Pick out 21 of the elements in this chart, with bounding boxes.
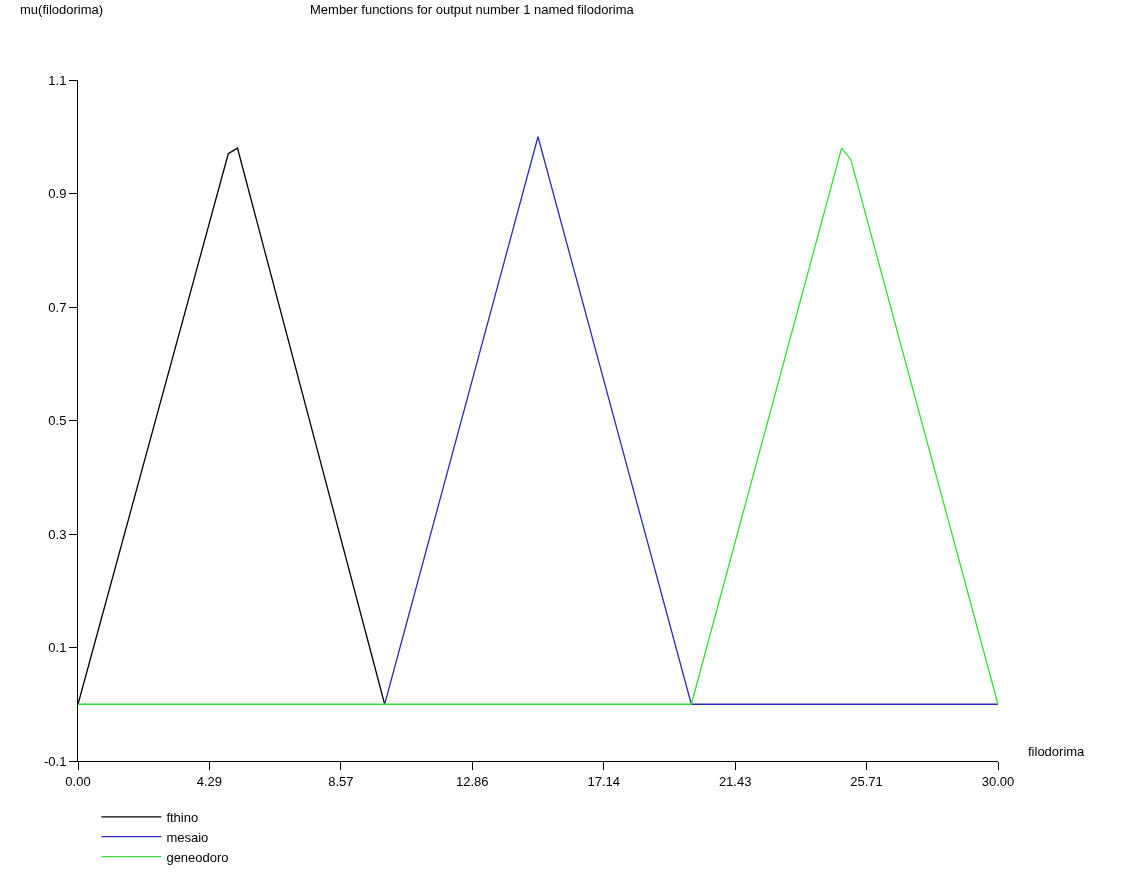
x-tick-label: 8.57 (328, 773, 354, 789)
x-tick-label: 21.43 (718, 773, 752, 789)
y-tick-label: -0.1 (43, 753, 67, 769)
y-axis-title: mu(filodorima) (20, 2, 104, 17)
x-tick-label: 30.00 (981, 773, 1015, 789)
x-tick-label: 25.71 (850, 773, 883, 789)
y-tick-label: 0.3 (48, 526, 67, 542)
chart-title: Member functions for output number 1 named filodorima (310, 2, 635, 17)
y-tick-label: 0.5 (48, 413, 67, 429)
x-tick-label: 17.14 (587, 773, 620, 789)
legend-label: fthino (166, 809, 199, 825)
y-tick-label: 1.1 (48, 72, 67, 88)
y-tick-label: 0.7 (48, 299, 67, 315)
x-tick-label: 4.29 (196, 773, 223, 789)
legend-label: mesaio (166, 829, 209, 845)
legend-label: geneodoro (166, 849, 229, 865)
x-axis-title: filodorima (1028, 744, 1086, 759)
x-tick-label: 0.00 (65, 773, 91, 789)
x-tick-label: 12.86 (456, 773, 489, 789)
y-tick-label: 0.9 (48, 186, 67, 202)
y-tick-label: 0.1 (48, 640, 67, 656)
